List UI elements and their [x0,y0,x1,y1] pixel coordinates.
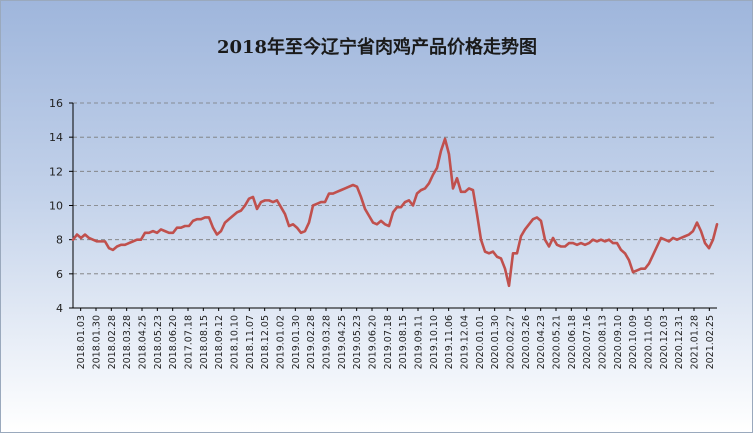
x-tick-label: 2019.09.11 [414,315,425,369]
x-tick-label: 2020.11.05 [644,315,655,369]
x-tick-label: 2020.12.03 [659,315,670,369]
x-tick-label: 2018.06.20 [168,315,179,369]
y-tick-label: 6 [56,268,63,281]
x-tick-label: 2018.09.12 [214,315,225,369]
x-tick-label: 2020.04.23 [536,315,547,369]
x-tick-label: 2020.08.13 [598,315,609,369]
x-tick-label: 2019.03.28 [322,315,333,369]
x-tick-label: 2020.10.09 [628,315,639,369]
x-tick-label: 2019.01.30 [291,315,302,369]
x-tick-label: 2021.02.25 [705,315,716,369]
x-tick-label: 2019.07.18 [383,315,394,369]
series-line [71,137,719,288]
x-tick-label: 2018.02.28 [107,315,118,369]
x-tick-label: 2020.09.10 [613,315,624,369]
x-tick-label: 2019.05.23 [352,315,363,369]
x-tick-label: 2019.08.15 [398,315,409,369]
x-tick-label: 2018.04.25 [138,315,149,369]
x-tick-label: 2018.12.05 [260,315,271,369]
x-tick-label: 2021.01.28 [690,315,701,369]
x-tick-label: 2018.05.23 [153,315,164,369]
x-tick-label: 2019.04.25 [337,315,348,369]
x-tick-label: 2020.02.27 [506,315,517,369]
x-tick-label: 2019.01.02 [276,315,287,369]
y-tick-label: 16 [49,97,63,110]
x-tick-label: 2018.11.07 [245,315,256,369]
y-tick-label: 12 [49,165,63,178]
x-tick-label: 2018.01.03 [76,315,87,369]
x-axis-ticks: 2018.01.03 2018.01.30 2018.02.28 2018.03.28… [76,308,716,369]
x-tick-label: 2018.10.10 [230,315,241,369]
x-tick-label: 2020.06.18 [567,315,578,369]
y-tick-label: 8 [56,234,63,247]
x-tick-label: 2019.12.04 [460,315,471,369]
x-tick-label: 2020.05.21 [552,315,563,369]
x-tick-label: 2020.12.31 [674,315,685,369]
x-tick-label: 2018.03.28 [122,315,133,369]
x-tick-label: 2020.01.01 [475,315,486,369]
x-tick-label: 2018.08.15 [199,315,210,369]
y-tick-label: 4 [56,302,63,315]
series-group [71,137,719,288]
y-tick-label: 10 [49,200,63,213]
y-tick-label: 14 [49,131,63,144]
x-tick-label: 2019.11.06 [444,315,455,369]
x-tick-label: 2020.01.30 [490,315,501,369]
grid-lines [73,102,717,275]
x-tick-label: 2019.10.10 [429,315,440,369]
x-tick-label: 2020.03.26 [521,315,532,369]
chart-title: 2018年至今辽宁省肉鸡产品价格走势图 [217,36,537,58]
y-axis-ticks: 4 6 8 10 12 14 16 [49,97,73,315]
x-tick-label: 2017.07.18 [184,315,195,369]
x-tick-label: 2019.02.28 [306,315,317,369]
x-tick-label: 2020.07.16 [582,315,593,369]
x-tick-label: 2018.01.30 [92,315,103,369]
x-tick-label: 2019.06.20 [368,315,379,369]
